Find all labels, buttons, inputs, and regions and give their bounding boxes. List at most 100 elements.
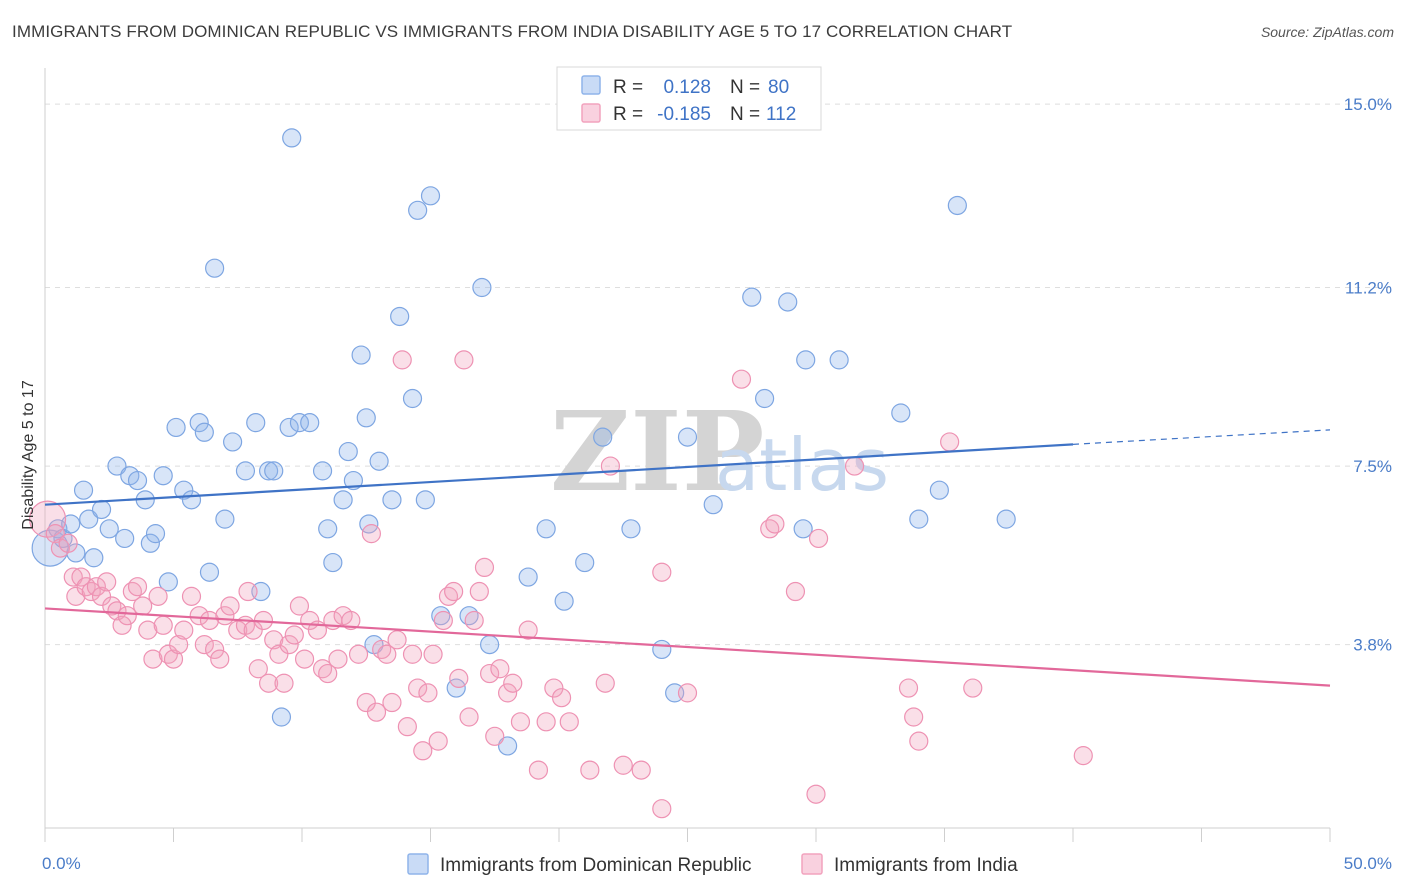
india-point-52 xyxy=(318,663,338,684)
dominican-point-51 xyxy=(402,388,423,409)
india-point-18 xyxy=(133,596,153,616)
x-tick-label-0: 0.0% xyxy=(42,854,81,873)
dominican-point-67 xyxy=(652,639,672,660)
trend-line-dominican xyxy=(44,443,1074,506)
dominican-point-7 xyxy=(84,548,104,568)
india-point-44 xyxy=(274,673,294,693)
chart-title: IMMIGRANTS FROM DOMINICAN REPUBLIC VS IM… xyxy=(12,22,1013,41)
dominican-point-18 xyxy=(158,572,178,592)
india-point-57 xyxy=(348,644,369,664)
tick-labels: 3.8% 7.5% 11.2% 15.0% 0.0% 50.0% xyxy=(42,95,1392,873)
india-point-99 xyxy=(677,683,698,703)
india-point-17 xyxy=(127,577,148,597)
india-point-63 xyxy=(382,692,402,713)
india-point-84 xyxy=(490,659,510,679)
dominican-point-24 xyxy=(199,562,220,582)
india-point-87 xyxy=(510,712,531,732)
dominican-point-26 xyxy=(215,509,235,529)
india-point-29 xyxy=(194,635,214,655)
legend-n-label-1: N = xyxy=(730,77,760,98)
watermark-zip: ZIP xyxy=(550,387,764,516)
india-point-114 xyxy=(652,562,672,582)
india-point-45 xyxy=(279,635,299,655)
india-point-72 xyxy=(428,731,448,751)
india-point-85 xyxy=(498,683,518,703)
india-point-13 xyxy=(107,601,127,621)
legend-r-label-1: R = xyxy=(613,77,643,98)
dominican-point-58 xyxy=(472,277,492,298)
india-point-15 xyxy=(117,606,137,626)
india-point-43 xyxy=(269,644,289,664)
dominican-point-79 xyxy=(929,480,949,500)
legend-n-label-2: N = xyxy=(730,104,760,125)
india-point-90 xyxy=(536,712,556,732)
india-point-79 xyxy=(464,610,484,631)
dominican-point-76 xyxy=(829,350,849,370)
india-point-77 xyxy=(454,350,474,370)
dominican-point-8 xyxy=(91,499,112,520)
dominican-point-50 xyxy=(390,306,410,327)
india-point-65 xyxy=(392,350,412,370)
india-point-106 xyxy=(898,678,919,698)
india-point-64 xyxy=(387,630,407,650)
legend-r-value-1: 0.128 xyxy=(663,77,711,98)
chart-source: Source: ZipAtlas.com xyxy=(1260,24,1394,40)
trend-line-dominican-extension xyxy=(1072,429,1331,445)
legend-swatch-pink xyxy=(581,103,601,123)
dominican-point-32 xyxy=(264,461,284,481)
dominican-point-19 xyxy=(166,417,186,438)
watermark-atlas: atlas xyxy=(715,423,889,507)
india-point-89 xyxy=(528,760,549,780)
india-point-26 xyxy=(174,620,194,640)
dominican-point-27 xyxy=(223,432,243,452)
dominican-point-61 xyxy=(518,567,538,587)
dominican-point-38 xyxy=(312,461,333,481)
y-tick-label-3: 15.0% xyxy=(1344,95,1392,114)
x-tick-label-1: 50.0% xyxy=(1344,854,1392,873)
india-point-28 xyxy=(189,606,209,626)
india-point-34 xyxy=(220,596,240,616)
india-point-22 xyxy=(153,615,173,635)
india-point-105 xyxy=(844,456,865,476)
india-point-1 xyxy=(45,524,65,544)
dominican-point-54 xyxy=(420,186,441,206)
series-india-points xyxy=(28,350,1093,819)
legend-box xyxy=(556,66,822,131)
dominican-point-22 xyxy=(189,413,209,433)
dominican-point-75 xyxy=(796,350,816,370)
dominican-point-20 xyxy=(174,480,194,500)
india-point-47 xyxy=(289,596,310,616)
india-point-58 xyxy=(356,692,376,713)
india-point-11 xyxy=(97,572,117,592)
dominican-point-49 xyxy=(382,490,402,510)
dominican-point-25 xyxy=(205,258,225,278)
india-point-83 xyxy=(485,726,505,746)
india-point-24 xyxy=(163,649,184,669)
india-point-78 xyxy=(459,707,479,727)
india-point-109 xyxy=(940,432,960,452)
dominican-point-31 xyxy=(258,461,279,481)
india-point-59 xyxy=(361,524,381,544)
india-point-10 xyxy=(91,586,112,606)
india-point-110 xyxy=(963,678,983,698)
india-point-54 xyxy=(328,649,348,669)
dominican-point-37 xyxy=(282,128,302,148)
india-point-66 xyxy=(397,717,417,737)
dominican-point-74 xyxy=(793,519,813,539)
trend-line-india xyxy=(44,607,1331,687)
india-point-104 xyxy=(808,528,829,549)
y-tick-label-1: 7.5% xyxy=(1353,457,1392,476)
india-point-27 xyxy=(181,586,202,606)
india-point-67 xyxy=(402,644,423,664)
dominican-point-70 xyxy=(703,495,723,515)
dominican-point-66 xyxy=(621,519,641,539)
india-point-46 xyxy=(284,625,304,645)
dominican-point-77 xyxy=(891,403,911,423)
bottom-legend-label-dominican: Immigrants from Dominican Republic xyxy=(440,855,752,876)
india-point-68 xyxy=(408,678,428,698)
dominican-point-53 xyxy=(415,490,435,510)
bottom-legend-label-india: Immigrants from India xyxy=(834,855,1018,876)
dominican-point-35 xyxy=(289,413,310,433)
dominican-point-52 xyxy=(408,200,428,220)
